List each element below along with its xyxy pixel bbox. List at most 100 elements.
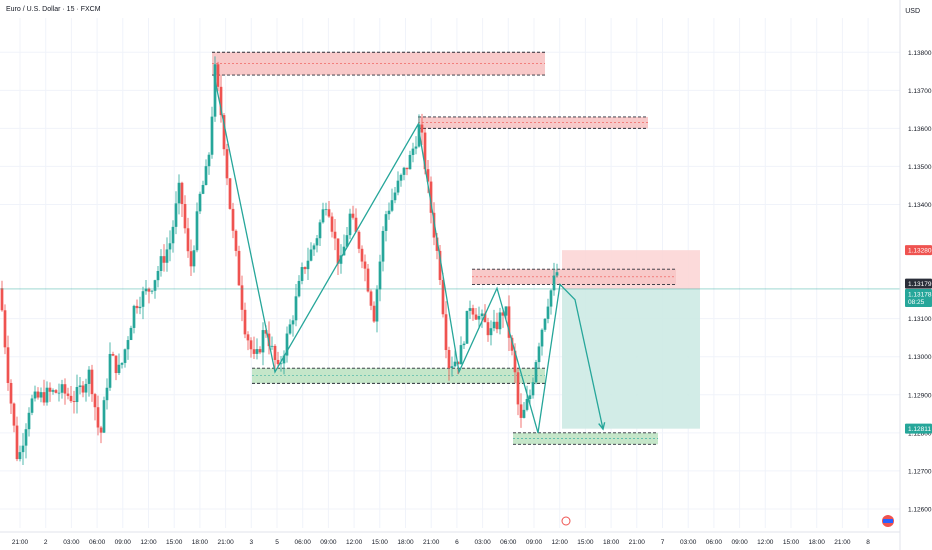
x-tick-label: 21:00 — [217, 539, 234, 546]
candle-body — [222, 115, 226, 150]
candle-body — [216, 64, 220, 87]
x-tick-label: 18:00 — [192, 539, 209, 546]
symbol-title[interactable]: Euro / U.S. Dollar · 15 · FXCM — [6, 6, 101, 13]
candle-body — [483, 313, 487, 323]
candle-body — [219, 86, 223, 116]
candle-body — [144, 288, 148, 292]
x-tick-label: 12:00 — [552, 539, 569, 546]
candle-body — [105, 387, 109, 401]
candle-body — [36, 391, 40, 398]
candle-body — [375, 289, 379, 322]
x-tick-label: 12:00 — [346, 539, 363, 546]
candle-body — [45, 387, 49, 403]
candle-body — [498, 312, 502, 330]
candle-body — [438, 250, 442, 280]
candle-body — [294, 296, 298, 321]
currency-label[interactable]: USD — [905, 8, 920, 15]
candle-body — [408, 154, 412, 170]
candle-body — [504, 306, 508, 316]
zones — [212, 51, 700, 445]
candle-body — [120, 362, 124, 365]
eur-usd-flag-icon-stripe[interactable] — [883, 519, 893, 523]
candle-body — [96, 407, 100, 428]
candle-body — [462, 343, 466, 346]
candle-body — [165, 249, 169, 263]
candle-body — [201, 184, 205, 194]
candle-body — [309, 249, 313, 261]
candle-body — [117, 364, 121, 374]
candle-body — [195, 211, 199, 251]
candle-body — [495, 321, 499, 330]
candle-body — [459, 345, 463, 365]
candle-body — [183, 203, 187, 229]
candle-body — [522, 409, 526, 418]
candle-body — [243, 309, 247, 335]
candle-body — [141, 291, 145, 307]
candle-body — [474, 314, 478, 320]
candle-body — [228, 178, 232, 209]
candle-body — [510, 337, 514, 351]
candle-body — [138, 306, 142, 309]
x-tick-label: 06:00 — [500, 539, 517, 546]
candle-body — [336, 238, 340, 264]
zigzag-arrowhead — [598, 422, 606, 431]
candle-body — [264, 330, 268, 334]
demand-zone — [252, 368, 545, 384]
price-tag-label: 1.13179 — [908, 281, 932, 288]
x-tick-label: 3 — [249, 539, 253, 546]
candle-body — [54, 390, 58, 393]
candle-body — [48, 387, 52, 392]
x-tick-label: 06:00 — [706, 539, 723, 546]
candle-body — [453, 361, 457, 367]
candle-body — [447, 350, 451, 369]
candle-body — [501, 312, 505, 316]
candle-body — [180, 182, 184, 204]
x-tick-label: 21:00 — [834, 539, 851, 546]
candle-body — [255, 349, 259, 354]
y-tick-label: 1.13700 — [908, 88, 932, 95]
candle-body — [360, 248, 364, 262]
candle-body — [321, 209, 325, 223]
candle-body — [543, 318, 547, 330]
x-tick-label: 12:00 — [757, 539, 774, 546]
event-flag-icon[interactable] — [561, 516, 571, 526]
candle-body — [396, 180, 400, 193]
candle-body — [15, 425, 19, 460]
candle-body — [402, 167, 406, 175]
y-tick-label: 1.13800 — [908, 50, 932, 57]
price-tag-bg — [905, 423, 932, 434]
candle-body — [252, 349, 256, 354]
candle-body — [6, 347, 10, 383]
x-tick-label: 06:00 — [89, 539, 106, 546]
candle-body — [333, 231, 337, 239]
candle-body — [432, 212, 436, 238]
x-tick-label: 18:00 — [809, 539, 826, 546]
candle-body — [531, 382, 535, 396]
candle-body — [237, 250, 241, 286]
candle-body — [480, 313, 484, 317]
candle-body — [108, 353, 112, 388]
candle-body — [204, 166, 208, 185]
candle-body — [393, 192, 397, 201]
candle-body — [246, 334, 250, 341]
x-tick-label: 03:00 — [474, 539, 491, 546]
candle-body — [405, 167, 409, 170]
take-profit-zone — [562, 288, 700, 429]
zigzag-lines — [0, 74, 900, 434]
y-tick-label: 1.12600 — [908, 506, 932, 513]
candle-body — [231, 208, 235, 231]
candle-body — [153, 280, 157, 291]
x-tick-label: 15:00 — [166, 539, 183, 546]
candle-body — [159, 256, 163, 271]
candle-body — [552, 275, 556, 291]
candle-body — [99, 427, 103, 433]
price-tag-bg — [905, 278, 932, 289]
candle-body — [546, 306, 550, 319]
y-tick-label: 1.13500 — [908, 164, 932, 171]
candle-body — [276, 359, 280, 365]
candle-body — [450, 366, 454, 369]
candle-body — [339, 255, 343, 264]
supply-zone — [418, 116, 648, 129]
